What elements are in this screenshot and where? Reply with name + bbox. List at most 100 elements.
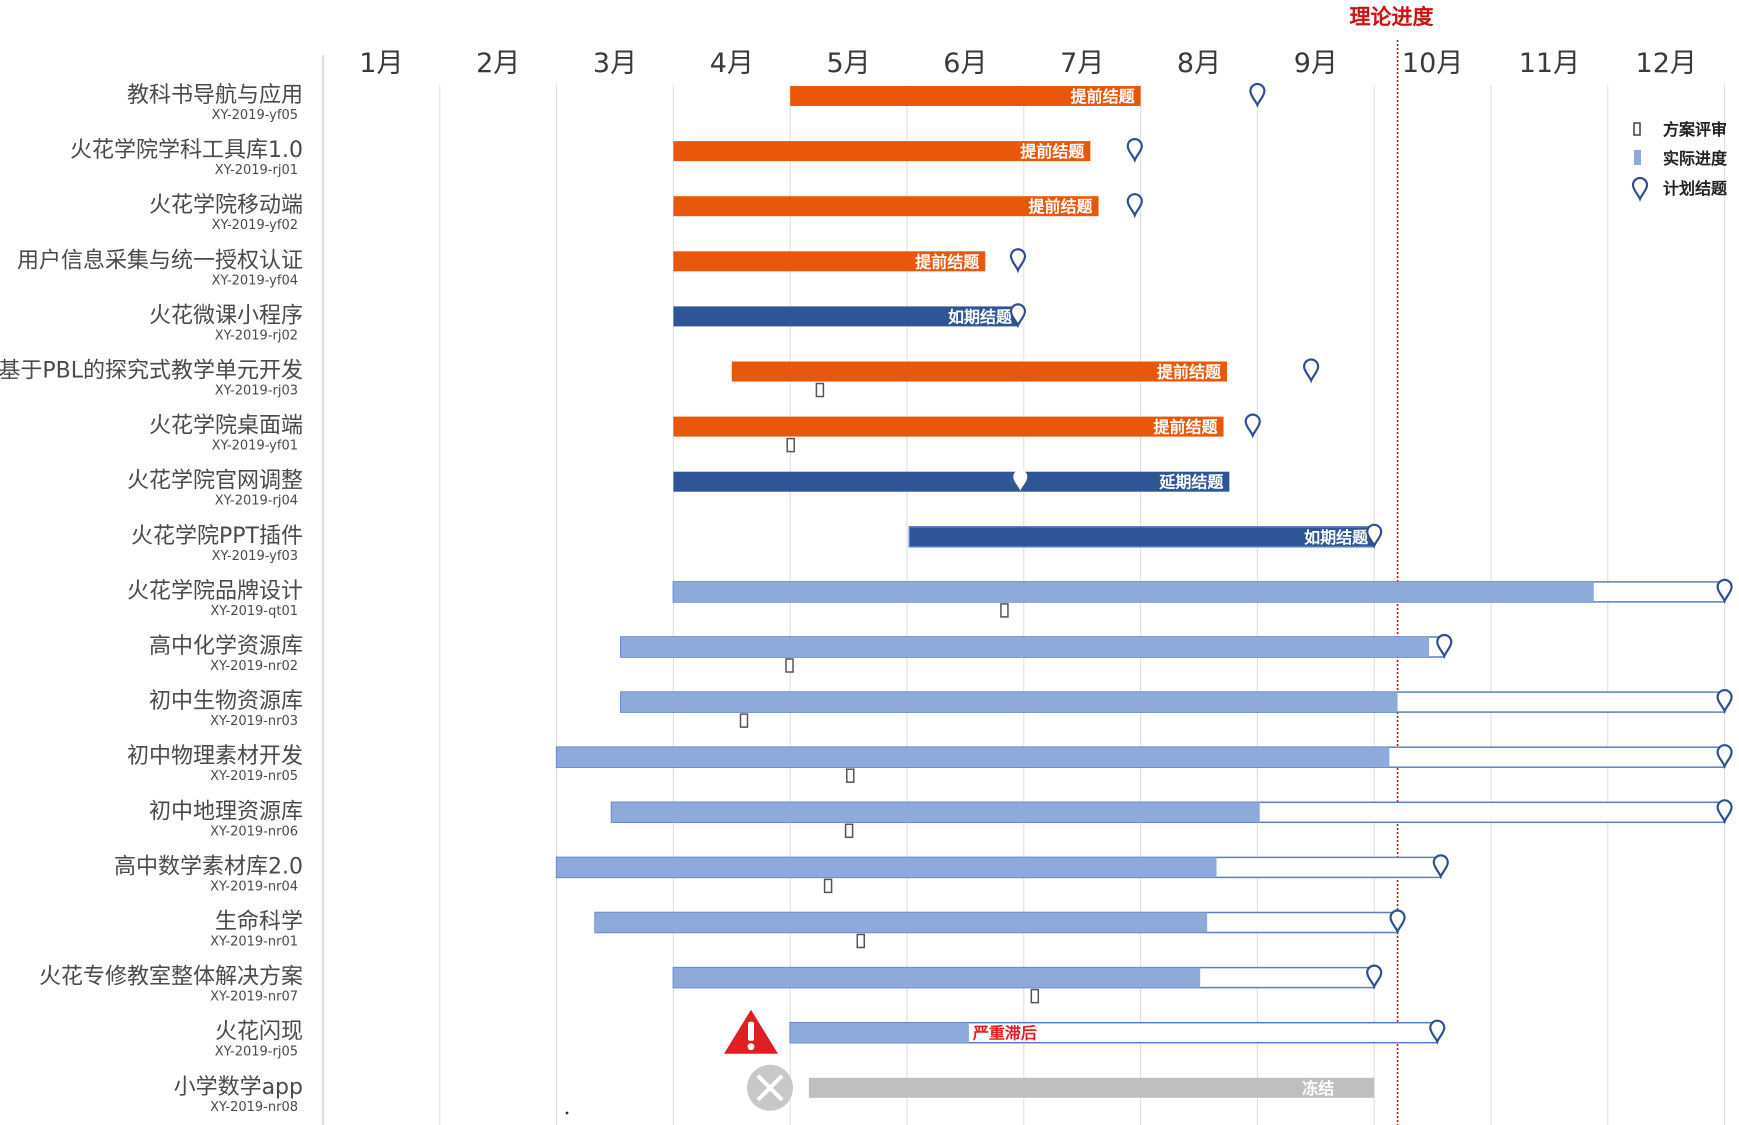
project-code: XY-2019-nr01 — [210, 935, 298, 950]
project-name: 高中化学资源库 — [149, 634, 303, 659]
review-marker — [844, 823, 854, 839]
project-code: XY-2019-yf01 — [212, 439, 298, 454]
bar-status-label: 如期结题 — [1304, 528, 1369, 547]
project-code: XY-2019-rj01 — [215, 163, 298, 178]
planned-end-marker — [1244, 413, 1261, 439]
actual-progress-bar — [595, 912, 1208, 933]
planned-end-marker — [1716, 799, 1733, 825]
project-code: XY-2019-nr03 — [210, 714, 298, 729]
project-code: XY-2019-rj03 — [215, 384, 298, 399]
planned-end-marker — [1009, 248, 1027, 274]
project-code: XY-2019-rj05 — [215, 1045, 298, 1060]
review-marker — [1030, 988, 1040, 1004]
project-name: 生命科学 — [215, 910, 303, 935]
project-code: XY-2019-nr08 — [210, 1100, 298, 1115]
month-label: 1月 — [359, 48, 403, 79]
review-marker — [856, 933, 866, 949]
project-code: XY-2019-nr04 — [210, 879, 298, 894]
lagging-status-label: 严重滞后 — [972, 1024, 1037, 1043]
planned-end-marker — [1716, 578, 1733, 604]
planned-end-marker — [1716, 744, 1733, 770]
project-name: 基于PBL的探究式教学单元开发 — [0, 359, 303, 384]
actual-progress-bar — [673, 967, 1201, 988]
project-code: XY-2019-yf04 — [212, 273, 298, 288]
project-name: 初中生物资源库 — [149, 689, 303, 714]
completed-bar — [673, 196, 1099, 217]
planned-end-marker — [1429, 1019, 1446, 1045]
month-label: 8月 — [1177, 48, 1221, 79]
completed-bar — [673, 306, 1018, 327]
month-label: 6月 — [943, 48, 987, 79]
warning-icon-bar — [748, 1021, 754, 1041]
project-name: 火花学院移动端 — [149, 193, 303, 218]
review-marker — [815, 382, 825, 398]
bar-status-label: 如期结题 — [948, 307, 1013, 326]
month-label: 2月 — [476, 48, 520, 79]
month-label: 3月 — [593, 48, 637, 79]
project-name: 教科书导航与应用 — [127, 83, 303, 108]
legend-review-label: 方案评审 — [1663, 120, 1727, 139]
bar-status-label: 提前结题 — [1029, 197, 1094, 216]
actual-progress-bar — [556, 747, 1390, 768]
project-row: 火花学院学科工具库1.0XY-2019-rj01 提前结题 — [70, 138, 1143, 178]
completed-bar — [909, 526, 1375, 547]
review-marker — [786, 437, 795, 453]
project-code: XY-2019-yf03 — [212, 549, 298, 564]
stray-dot — [565, 1111, 569, 1115]
actual-progress-bar — [790, 1022, 969, 1043]
completed-bar — [673, 141, 1091, 162]
theory-progress: 理论进度 — [1350, 5, 1434, 1125]
theory-progress-label: 理论进度 — [1350, 5, 1434, 29]
completed-bar — [731, 361, 1228, 382]
completed-bar — [673, 251, 986, 272]
project-code: XY-2019-qt01 — [210, 604, 298, 619]
legend-planned-label: 计划结题 — [1663, 179, 1728, 198]
project-name: 火花学院官网调整 — [127, 469, 303, 494]
month-label: 11月 — [1519, 48, 1580, 79]
actual-progress-bar — [673, 581, 1594, 602]
month-label: 7月 — [1060, 48, 1104, 79]
project-code: XY-2019-yf05 — [212, 108, 298, 123]
project-code: XY-2019-rj02 — [215, 328, 298, 343]
project-name: 初中地理资源库 — [149, 799, 303, 824]
project-code: XY-2019-nr05 — [210, 769, 298, 784]
actual-progress-bar — [620, 692, 1398, 713]
legend-actual-icon — [1634, 150, 1641, 165]
review-marker — [739, 713, 749, 728]
month-label: 10月 — [1402, 48, 1463, 79]
planned-end-marker — [1432, 854, 1449, 880]
planned-end-marker — [1013, 469, 1028, 491]
review-marker — [823, 878, 833, 894]
project-code: XY-2019-nr07 — [210, 990, 298, 1005]
legend-planned-pin — [1631, 176, 1649, 202]
planned-end-marker — [1389, 909, 1406, 935]
project-name: 火花学院品牌设计 — [127, 579, 303, 604]
month-label: 5月 — [827, 48, 871, 79]
planned-end-marker — [1249, 82, 1266, 108]
review-marker — [1000, 603, 1009, 618]
legend-review-icon — [1633, 122, 1641, 136]
project-row: 高中数学素材库2.0XY-2019-nr04 — [114, 854, 1449, 894]
planned-end-marker — [1366, 523, 1383, 549]
project-code: XY-2019-nr02 — [210, 659, 298, 674]
bar-status-label: 提前结题 — [915, 252, 980, 271]
review-marker — [785, 658, 794, 673]
planned-end-marker — [1436, 633, 1453, 659]
project-name: 火花学院桌面端 — [149, 414, 303, 439]
project-code: XY-2019-rj04 — [215, 494, 298, 509]
legend-planned-icon — [1631, 176, 1649, 202]
project-code: XY-2019-yf02 — [212, 218, 298, 233]
actual-progress-bar — [611, 802, 1260, 823]
